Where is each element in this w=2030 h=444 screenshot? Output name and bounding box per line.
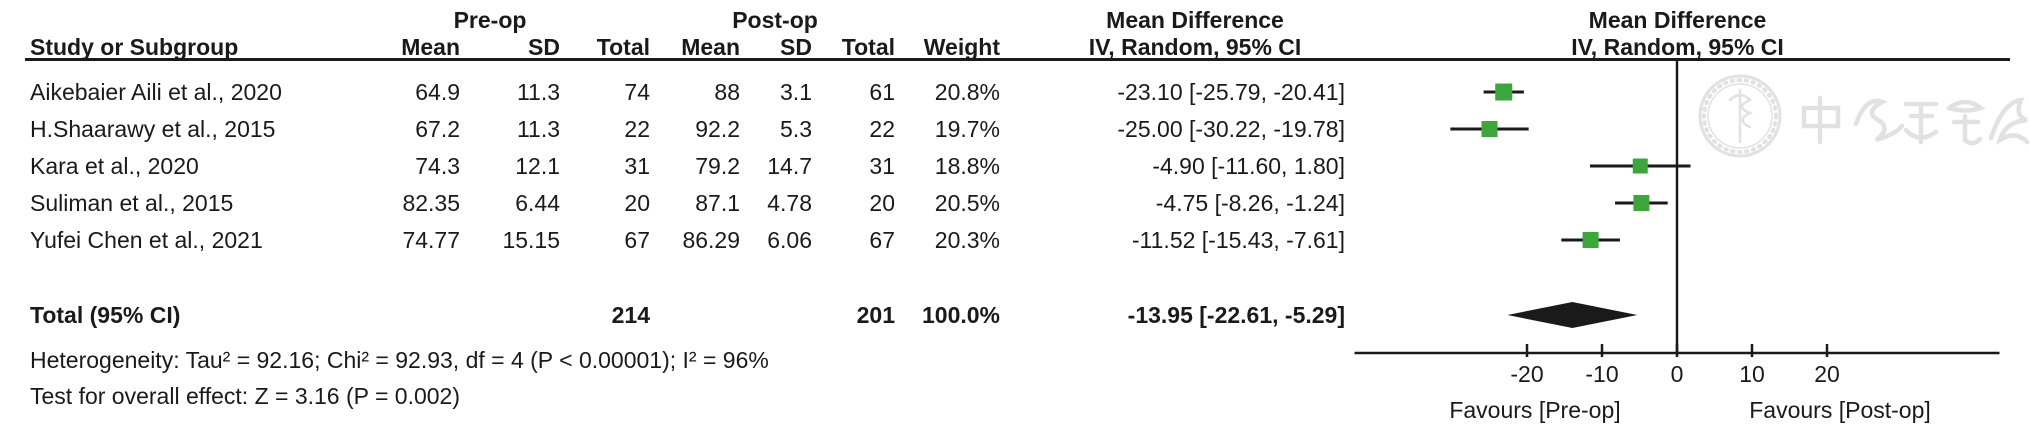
total-pre-n: 214 [611, 302, 650, 328]
col-header-iv-plot: IV, Random, 95% CI [1571, 34, 1784, 60]
study-weight: 20.5% [934, 190, 1000, 216]
study-pre-sd: 15.15 [502, 227, 560, 253]
study-pre-mean: 74.77 [402, 227, 460, 253]
study-post-sd: 3.1 [780, 79, 812, 105]
study-ci-label: -25.00 [-30.22, -19.78] [1117, 116, 1345, 142]
col-header-iv-text: IV, Random, 95% CI [1088, 34, 1302, 60]
study-post-mean: 87.1 [695, 190, 740, 216]
study-pre-mean: 74.3 [415, 153, 460, 179]
group-header-mean-difference-plot: Mean Difference [1588, 7, 1767, 33]
col-header-post-total: Total [841, 34, 895, 60]
total-ci-label: -13.95 [-22.61, -5.29] [1127, 302, 1345, 328]
group-header-post-op: Post-op [732, 7, 818, 33]
favours-right-label: Favours [Post-op] [1749, 397, 1931, 423]
study-post-sd: 14.7 [767, 153, 812, 179]
study-pre-total: 74 [624, 79, 650, 105]
study-marker-square [1495, 83, 1513, 101]
total-post-n: 201 [856, 302, 895, 328]
study-ci-label: -23.10 [-25.79, -20.41] [1117, 79, 1345, 105]
study-post-total: 22 [869, 116, 895, 142]
study-post-total: 31 [869, 153, 895, 179]
study-post-total: 20 [869, 190, 895, 216]
study-ci-label: -11.52 [-15.43, -7.61] [1131, 227, 1345, 253]
tick-label: 0 [1670, 361, 1684, 387]
total-weight: 100.0% [921, 302, 1000, 328]
study-post-mean: 88 [714, 79, 740, 105]
col-header-study: Study or Subgroup [30, 34, 239, 60]
study-pre-mean: 82.35 [402, 190, 460, 216]
study-pre-sd: 12.1 [515, 153, 560, 179]
study-weight: 18.8% [934, 153, 1000, 179]
study-pre-mean: 64.9 [415, 79, 460, 105]
study-marker-square [1633, 195, 1650, 211]
tick-label: 20 [1814, 361, 1840, 387]
study-weight: 20.3% [934, 227, 1000, 253]
header-underline [25, 58, 2010, 61]
col-header-pre-mean: Mean [401, 34, 460, 60]
study-post-sd: 6.06 [767, 227, 812, 253]
study-name: H.Shaarawy et al., 2015 [30, 116, 276, 142]
study-weight: 19.7% [934, 116, 1000, 142]
tick-label: 10 [1739, 361, 1765, 387]
col-header-weight: Weight [923, 34, 1000, 60]
study-pre-sd: 11.3 [516, 79, 560, 105]
overall-effect-text: Test for overall effect: Z = 3.16 (P = 0… [30, 383, 460, 409]
study-marker-square [1582, 232, 1599, 248]
study-post-total: 61 [869, 79, 895, 105]
study-ci-label: -4.75 [-8.26, -1.24] [1155, 190, 1345, 216]
study-post-mean: 86.29 [682, 227, 740, 253]
total-diamond [1507, 302, 1638, 328]
study-post-sd: 5.3 [780, 116, 812, 142]
study-ci-label: -4.90 [-11.60, 1.80] [1152, 153, 1345, 179]
col-header-post-mean: Mean [681, 34, 740, 60]
group-header-pre-op: Pre-op [453, 7, 527, 33]
study-post-sd: 4.78 [767, 190, 812, 216]
study-name: Aikebaier Aili et al., 2020 [30, 79, 282, 105]
tick-label: -20 [1510, 361, 1544, 387]
study-post-mean: 79.2 [695, 153, 740, 179]
heterogeneity-text: Heterogeneity: Tau² = 92.16; Chi² = 92.9… [30, 347, 769, 373]
col-header-pre-total: Total [596, 34, 650, 60]
study-name: Kara et al., 2020 [30, 153, 199, 179]
col-header-pre-sd: SD [528, 34, 560, 60]
total-row-label: Total (95% CI) [30, 302, 181, 328]
study-marker-square [1481, 121, 1498, 137]
favours-left-label: Favours [Pre-op] [1449, 397, 1621, 423]
study-pre-sd: 11.3 [516, 116, 560, 142]
study-name: Yufei Chen et al., 2021 [30, 227, 263, 253]
watermark-seal-icon [1698, 74, 2030, 158]
study-pre-total: 67 [624, 227, 650, 253]
study-marker-square [1632, 158, 1648, 174]
tick-label: -10 [1585, 361, 1619, 387]
study-weight: 20.8% [934, 79, 1000, 105]
study-post-mean: 92.2 [695, 116, 740, 142]
watermark-calligraphy-icon [1801, 95, 2030, 146]
study-pre-total: 22 [624, 116, 650, 142]
group-header-mean-difference-text: Mean Difference [1106, 7, 1284, 33]
study-name: Suliman et al., 2015 [30, 190, 234, 216]
study-pre-mean: 67.2 [415, 116, 460, 142]
col-header-post-sd: SD [780, 34, 812, 60]
study-pre-total: 20 [624, 190, 650, 216]
study-pre-total: 31 [624, 153, 650, 179]
study-post-total: 67 [869, 227, 895, 253]
study-pre-sd: 6.44 [515, 190, 560, 216]
